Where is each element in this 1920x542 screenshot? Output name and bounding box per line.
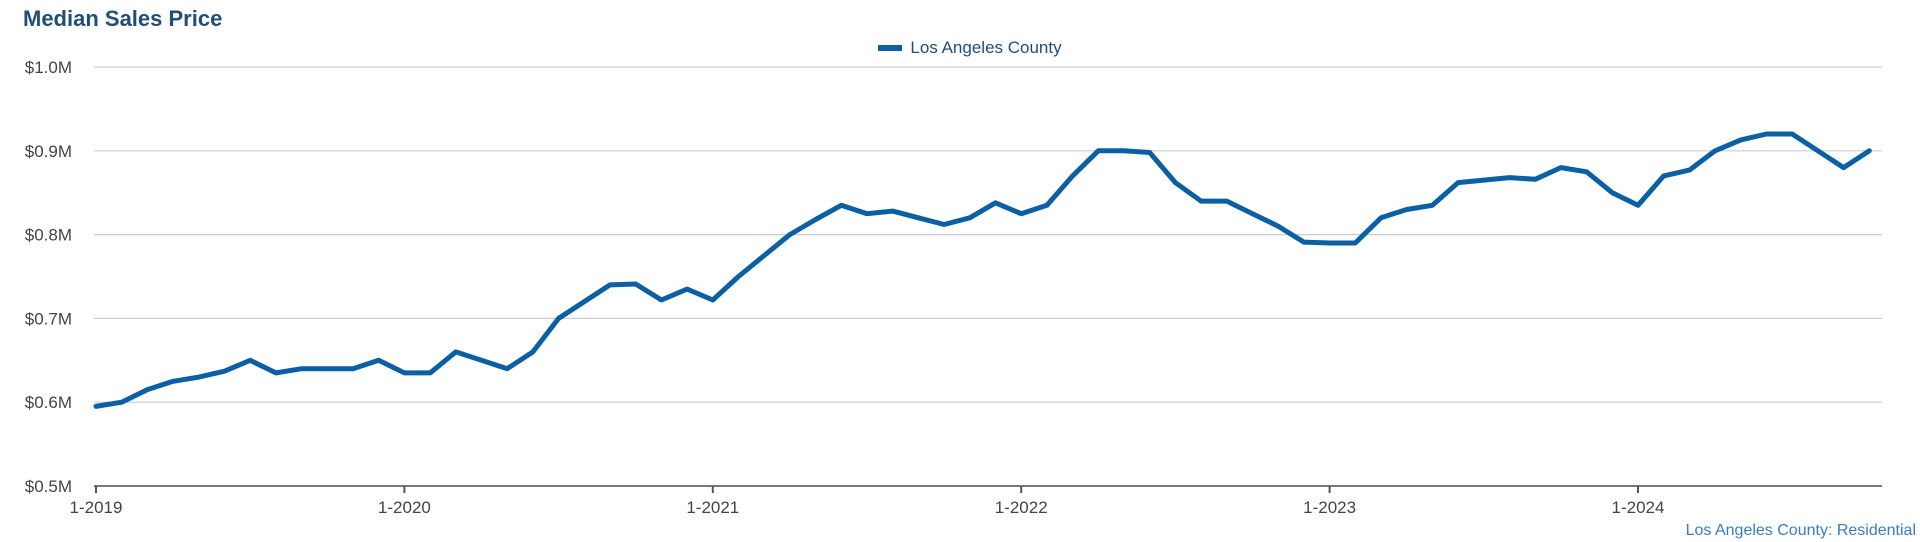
y-tick-label: $0.6M	[25, 393, 72, 412]
x-tick-label: 1-2019	[70, 498, 123, 517]
chart-title: Median Sales Price	[23, 6, 223, 31]
y-tick-label: $0.8M	[25, 226, 72, 245]
y-tick-label: $0.7M	[25, 309, 72, 328]
legend-item[interactable]: Los Angeles County	[878, 38, 1062, 58]
x-tick-label: 1-2022	[995, 498, 1048, 517]
legend-swatch	[878, 45, 903, 51]
y-tick-label: $1.0M	[25, 58, 72, 77]
x-tick-label: 1-2021	[686, 498, 739, 517]
y-tick-label: $0.5M	[25, 477, 72, 496]
legend: Los Angeles County	[0, 38, 1920, 58]
x-tick-label: 1-2023	[1303, 498, 1356, 517]
x-tick-label: 1-2020	[378, 498, 431, 517]
y-tick-label: $0.9M	[25, 142, 72, 161]
series-line[interactable]	[93, 131, 1872, 409]
legend-label: Los Angeles County	[910, 38, 1062, 57]
source-label: Los Angeles County: Residential	[1685, 522, 1916, 539]
x-tick-label: 1-2024	[1612, 498, 1665, 517]
